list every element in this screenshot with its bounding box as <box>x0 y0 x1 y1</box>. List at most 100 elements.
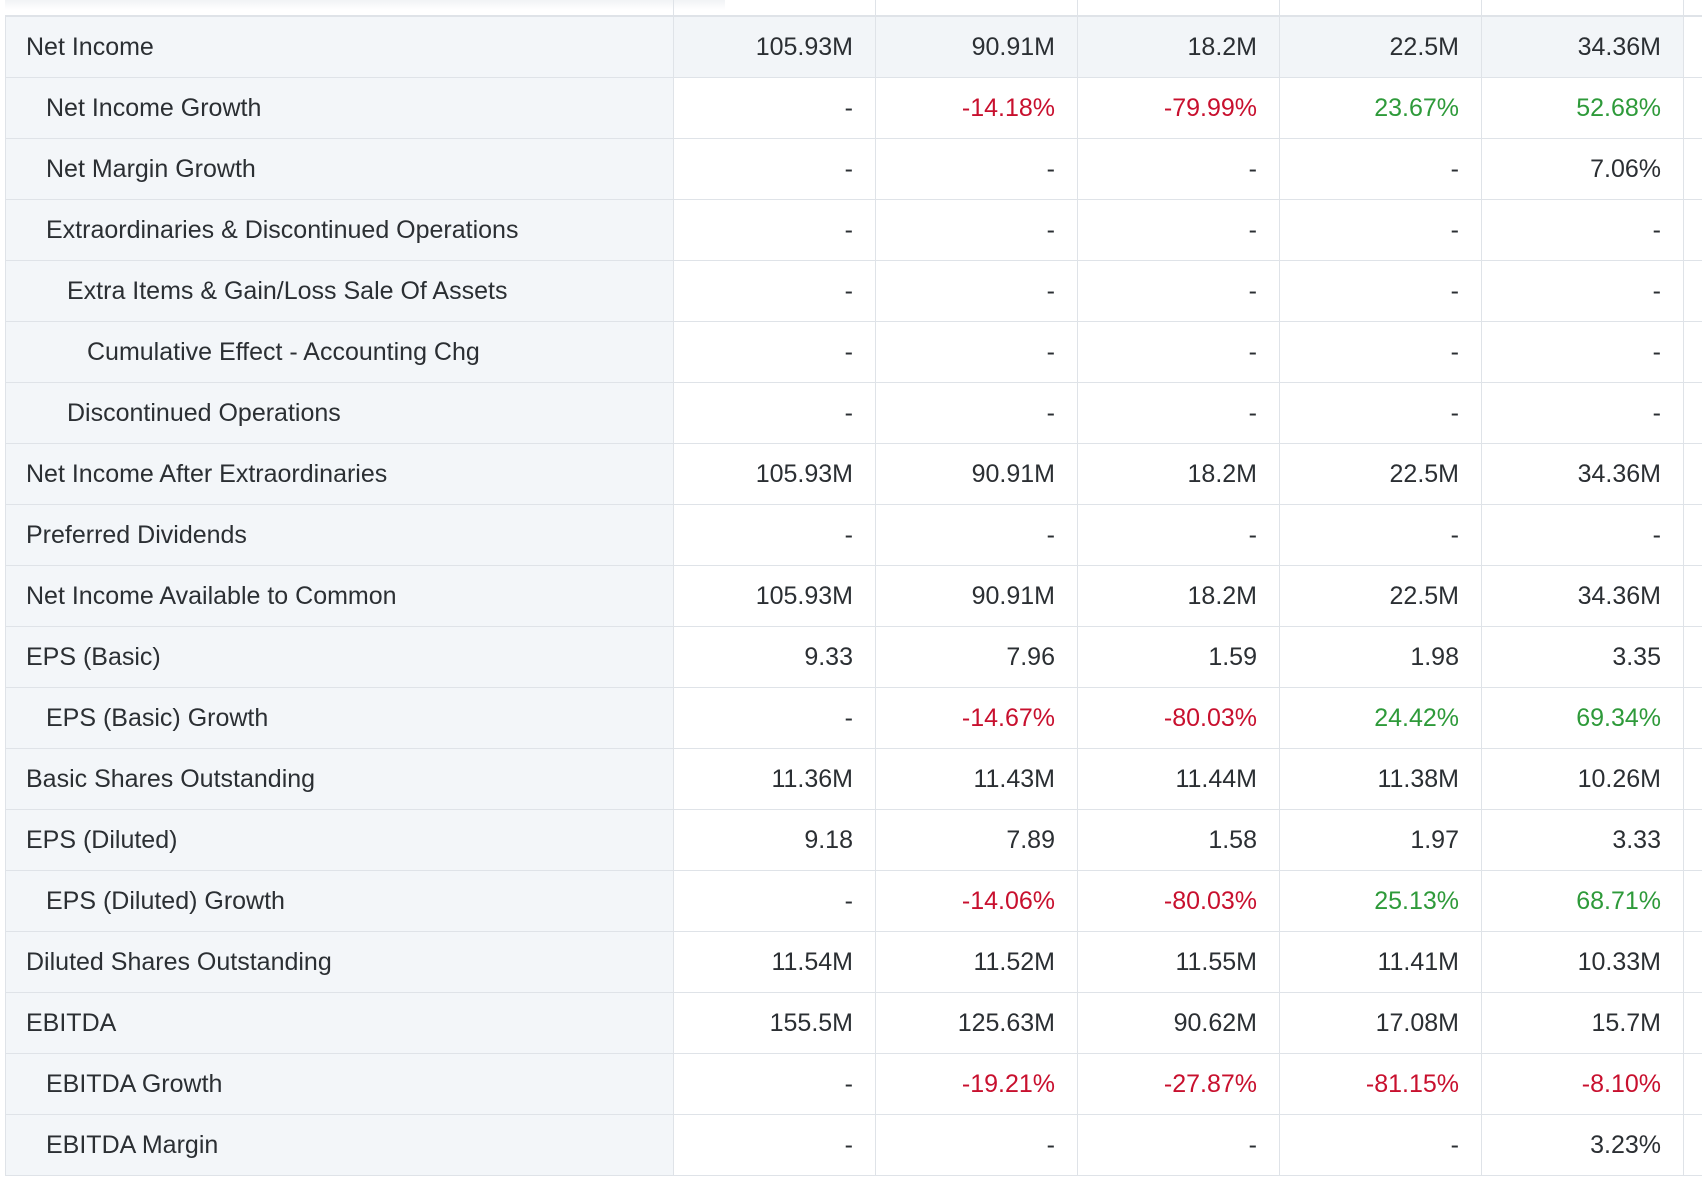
value-cell: 22.5M <box>1279 565 1482 627</box>
value-cell: - <box>1481 504 1684 566</box>
value-cell: 3.35 <box>1481 626 1684 688</box>
header-shadow <box>5 0 725 10</box>
row-edge-spacer <box>1683 138 1702 200</box>
table-row: Extraordinaries & Discontinued Operation… <box>5 199 1702 261</box>
row-edge-spacer <box>1683 16 1702 78</box>
value-cell: - <box>875 138 1078 200</box>
value-cell: - <box>1077 138 1280 200</box>
value-cell: 52.68% <box>1481 77 1684 139</box>
value-cell: - <box>875 504 1078 566</box>
value-cell: - <box>1279 382 1482 444</box>
row-label: EPS (Diluted) <box>5 809 674 871</box>
row-edge-spacer <box>1683 1114 1702 1176</box>
table-row: Net Income After Extraordinaries 105.93M 9… <box>5 443 1702 505</box>
column-divider <box>875 0 876 15</box>
value-cell: - <box>1077 382 1280 444</box>
row-label: Extra Items & Gain/Loss Sale Of Assets <box>5 260 674 322</box>
value-cell: 24.42% <box>1279 687 1482 749</box>
table-row: Cumulative Effect - Accounting Chg - - - - - <box>5 321 1702 383</box>
row-label: Extraordinaries & Discontinued Operation… <box>5 199 674 261</box>
table-row: Net Income Available to Common 105.93M 90.… <box>5 565 1702 627</box>
value-cell: 11.36M <box>673 748 876 810</box>
value-cell: 11.44M <box>1077 748 1280 810</box>
value-cell: - <box>673 1053 876 1115</box>
row-label: EPS (Basic) Growth <box>5 687 674 749</box>
column-divider <box>673 0 674 15</box>
value-cell: -14.06% <box>875 870 1078 932</box>
table-body: Net Income 105.93M 90.91M 18.2M 22.5M 34.36M N… <box>5 16 1702 1176</box>
row-label: Net Income After Extraordinaries <box>5 443 674 505</box>
value-cell: - <box>673 382 876 444</box>
row-edge-spacer <box>1683 870 1702 932</box>
value-cell: 22.5M <box>1279 443 1482 505</box>
value-cell: - <box>1279 199 1482 261</box>
value-cell: - <box>1279 321 1482 383</box>
value-cell: 7.89 <box>875 809 1078 871</box>
table-row: Net Income Growth - -14.18% -79.99% 23.67% 52… <box>5 77 1702 139</box>
value-cell: - <box>1279 504 1482 566</box>
row-edge-spacer <box>1683 809 1702 871</box>
table-row: Net Margin Growth - - - -7.06% <box>5 138 1702 200</box>
value-cell: 25.13% <box>1279 870 1482 932</box>
row-label: EBITDA Margin <box>5 1114 674 1176</box>
value-cell: 34.36M <box>1481 443 1684 505</box>
value-cell: 11.52M <box>875 931 1078 993</box>
value-cell: - <box>1481 382 1684 444</box>
row-edge-spacer <box>1683 687 1702 749</box>
value-cell: -80.03% <box>1077 687 1280 749</box>
value-cell: 69.34% <box>1481 687 1684 749</box>
row-label: Net Margin Growth <box>5 138 674 200</box>
value-cell: 1.59 <box>1077 626 1280 688</box>
table-row: EPS (Basic) 9.33 7.96 1.59 1.98 3.35 <box>5 626 1702 688</box>
row-label: EBITDA Growth <box>5 1053 674 1115</box>
table-row: Basic Shares Outstanding 11.36M 11.43M 11.4… <box>5 748 1702 810</box>
row-label: Net Income Growth <box>5 77 674 139</box>
column-divider <box>1279 0 1280 15</box>
table-row: EBITDA 155.5M 125.63M 90.62M 17.08M 15.7M <box>5 992 1702 1054</box>
value-cell: - <box>1481 199 1684 261</box>
value-cell: 34.36M <box>1481 16 1684 78</box>
value-cell: 1.98 <box>1279 626 1482 688</box>
value-cell: - <box>1077 1114 1280 1176</box>
row-label: Cumulative Effect - Accounting Chg <box>5 321 674 383</box>
value-cell: 23.67% <box>1279 77 1482 139</box>
value-cell: -79.99% <box>1077 77 1280 139</box>
row-label: EPS (Diluted) Growth <box>5 870 674 932</box>
value-cell: - <box>1279 138 1482 200</box>
table-row: Net Income 105.93M 90.91M 18.2M 22.5M 34.36M <box>5 16 1702 78</box>
value-cell: - <box>1077 504 1280 566</box>
value-cell: 3.33 <box>1481 809 1684 871</box>
value-cell: - <box>673 138 876 200</box>
value-cell: 10.26M <box>1481 748 1684 810</box>
value-cell: 105.93M <box>673 16 876 78</box>
value-cell: 11.38M <box>1279 748 1482 810</box>
value-cell: - <box>673 321 876 383</box>
value-cell: - <box>1279 1114 1482 1176</box>
table-row: EBITDA Growth - -19.21% -27.87% -81.15% -8.10… <box>5 1053 1702 1115</box>
table-row: EBITDA Margin - - - -3.23% <box>5 1114 1702 1176</box>
row-edge-spacer <box>1683 504 1702 566</box>
value-cell: 1.97 <box>1279 809 1482 871</box>
value-cell: 17.08M <box>1279 992 1482 1054</box>
table-row: Extra Items & Gain/Loss Sale Of Assets - -… <box>5 260 1702 322</box>
value-cell: 15.7M <box>1481 992 1684 1054</box>
value-cell: 11.54M <box>673 931 876 993</box>
value-cell: 18.2M <box>1077 16 1280 78</box>
value-cell: - <box>673 504 876 566</box>
value-cell: 11.43M <box>875 748 1078 810</box>
row-label: Diluted Shares Outstanding <box>5 931 674 993</box>
table-row: EPS (Diluted) Growth - -14.06% -80.03% 25.13… <box>5 870 1702 932</box>
value-cell: - <box>1077 260 1280 322</box>
value-cell: -8.10% <box>1481 1053 1684 1115</box>
row-edge-spacer <box>1683 77 1702 139</box>
value-cell: 125.63M <box>875 992 1078 1054</box>
value-cell: - <box>673 870 876 932</box>
column-divider <box>1481 0 1482 15</box>
value-cell: -80.03% <box>1077 870 1280 932</box>
value-cell: - <box>875 260 1078 322</box>
value-cell: 10.33M <box>1481 931 1684 993</box>
value-cell: - <box>875 321 1078 383</box>
row-label: Net Income Available to Common <box>5 565 674 627</box>
row-edge-spacer <box>1683 1053 1702 1115</box>
value-cell: 90.91M <box>875 565 1078 627</box>
